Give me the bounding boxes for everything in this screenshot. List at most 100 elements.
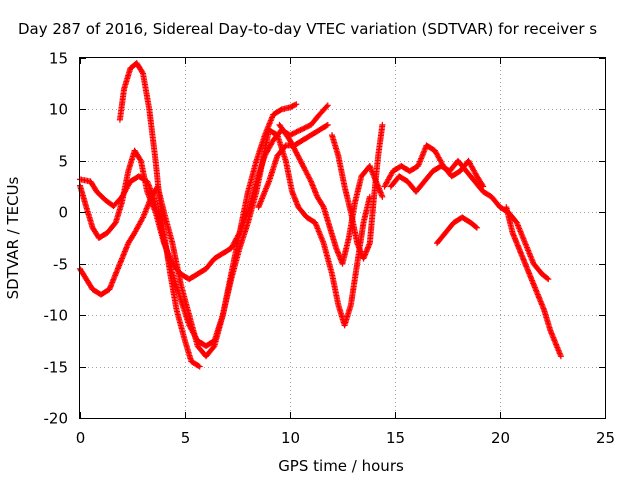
data-point-segment bbox=[245, 190, 259, 226]
data-point bbox=[324, 102, 331, 109]
y-tick-label: 15 bbox=[49, 50, 68, 68]
series-track-k bbox=[503, 204, 564, 360]
data-point-segment bbox=[303, 214, 317, 225]
data-point bbox=[293, 101, 300, 108]
data-point-segment bbox=[299, 132, 313, 144]
data-point-segment bbox=[473, 173, 486, 189]
data-point bbox=[324, 121, 331, 128]
data-point-segment bbox=[95, 230, 110, 241]
data-point-segment bbox=[83, 204, 96, 230]
plot-frame bbox=[79, 57, 606, 419]
data-point-segment bbox=[119, 169, 131, 205]
data-point-segment bbox=[194, 266, 208, 277]
series-track-e bbox=[255, 121, 331, 211]
data-point-segment bbox=[339, 236, 352, 267]
data-point-segment bbox=[289, 188, 301, 209]
data-point-segment bbox=[347, 262, 360, 308]
data-point-segment bbox=[203, 256, 217, 272]
data-point-segment bbox=[173, 307, 188, 343]
series-track-j bbox=[434, 214, 480, 247]
x-tick-label: 10 bbox=[281, 429, 300, 447]
data-point-segment bbox=[255, 179, 272, 211]
data-point-segment bbox=[308, 178, 320, 199]
data-point-segment bbox=[320, 240, 335, 276]
axis-ticks: 0 5 10 15 20 25 15 10 5 0 -5 -10 -15 -20 bbox=[44, 50, 616, 448]
data-point-segment bbox=[415, 143, 429, 169]
data-point-segment bbox=[316, 103, 330, 118]
data-point-segment bbox=[112, 256, 125, 277]
x-tick-label: 0 bbox=[76, 429, 86, 447]
data-point-segment bbox=[188, 358, 202, 369]
data-point-segment bbox=[371, 154, 382, 200]
data-point-segment bbox=[316, 122, 330, 133]
data-point-segment bbox=[140, 70, 153, 111]
series-track-d bbox=[116, 60, 203, 370]
data-point-segment bbox=[375, 123, 386, 159]
data-point-segment bbox=[534, 291, 547, 312]
data-point-segment bbox=[455, 157, 469, 173]
data-point-segment bbox=[167, 271, 180, 312]
data-point-segment bbox=[448, 168, 462, 180]
data-point-segment bbox=[152, 157, 163, 204]
data-point-segment bbox=[211, 251, 225, 262]
data-point-segment bbox=[553, 343, 564, 358]
data-point-segment bbox=[169, 240, 184, 286]
data-point-segment bbox=[465, 157, 480, 178]
data-point-segment bbox=[245, 159, 259, 195]
data-point-segment bbox=[112, 200, 125, 226]
data-point-segment bbox=[513, 219, 528, 245]
data-point-segment bbox=[295, 204, 309, 220]
series-track-b bbox=[77, 102, 331, 283]
data-point-segment bbox=[236, 210, 251, 236]
data-point-segment bbox=[276, 121, 293, 142]
data-point-segment bbox=[87, 178, 100, 194]
x-axis-label: GPS time / hours bbox=[278, 457, 404, 475]
data-point-segment bbox=[119, 241, 131, 262]
data-point bbox=[196, 363, 203, 370]
data-point-segment bbox=[186, 312, 201, 348]
data-point-segment bbox=[396, 173, 410, 184]
data-point-segment bbox=[146, 106, 159, 163]
data-point bbox=[473, 224, 480, 231]
series-track-f bbox=[276, 121, 386, 267]
data-point-segment bbox=[467, 219, 479, 230]
data-point bbox=[379, 193, 386, 200]
y-tick-label: -15 bbox=[44, 359, 69, 377]
data-point-segment bbox=[541, 307, 553, 333]
data-point bbox=[557, 353, 564, 360]
data-point-segment bbox=[274, 143, 288, 159]
data-point-segment bbox=[515, 245, 528, 266]
x-tick-label: 15 bbox=[386, 429, 405, 447]
data-point-segment bbox=[335, 152, 348, 189]
data-point-segment bbox=[360, 195, 373, 226]
data-point-segment bbox=[434, 231, 448, 247]
data-point-segment bbox=[259, 128, 272, 164]
data-point-segment bbox=[228, 231, 242, 252]
data-point-segment bbox=[530, 260, 545, 276]
data-point-segment bbox=[133, 60, 146, 76]
x-tick-label: 5 bbox=[181, 429, 191, 447]
data-point bbox=[545, 276, 552, 283]
data-point-segment bbox=[459, 214, 473, 225]
data-point-segment bbox=[106, 272, 119, 293]
data-point-segment bbox=[471, 178, 486, 194]
data-point-segment bbox=[442, 220, 456, 236]
data-point-segment bbox=[547, 327, 560, 348]
data-point-segment bbox=[488, 193, 503, 209]
data-point-segment bbox=[177, 281, 192, 317]
data-point bbox=[379, 121, 386, 128]
data-point-segment bbox=[522, 240, 536, 266]
chart-title: Day 287 of 2016, Sidereal Day-to-day VTE… bbox=[18, 20, 597, 38]
series-track-i bbox=[387, 157, 552, 283]
data-point-segment bbox=[236, 221, 251, 252]
data-point-segment bbox=[253, 133, 268, 164]
x-tick-label: 20 bbox=[491, 429, 510, 447]
data-point-segment bbox=[83, 276, 95, 292]
data-point-segment bbox=[423, 142, 437, 153]
y-tick-label: -10 bbox=[44, 307, 69, 325]
data-point-segment bbox=[116, 87, 127, 123]
data-point-segment bbox=[161, 229, 174, 276]
data-point-segment bbox=[341, 183, 354, 214]
data-point-segment bbox=[287, 127, 303, 139]
